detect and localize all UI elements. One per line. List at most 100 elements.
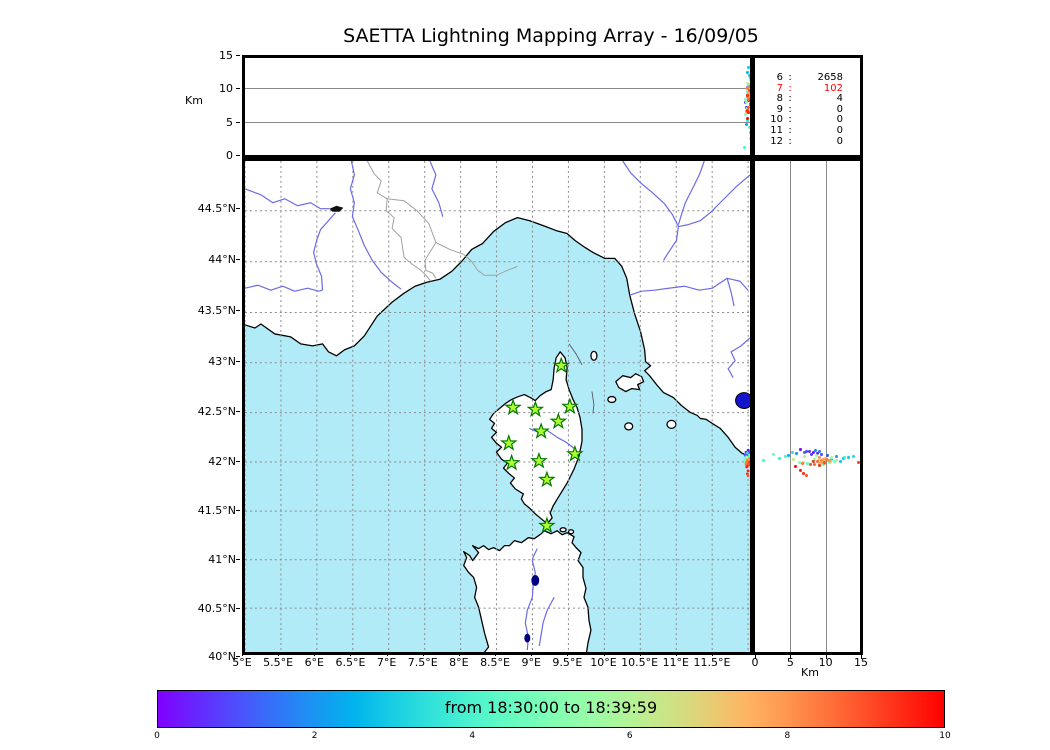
axis-tick (422, 652, 424, 656)
sea-line-marks (568, 343, 595, 414)
legend-value: 2658 (817, 72, 843, 83)
map-lon-tick: 11.5°E (693, 656, 731, 669)
flash-point-alt-lat (804, 473, 808, 477)
axis-tick (236, 55, 240, 56)
flash-point-alt-lon (744, 123, 748, 127)
axis-tick (236, 656, 240, 658)
flash-point-alt-lon (749, 102, 750, 105)
rivers (245, 161, 750, 651)
flash-point-alt-lat (843, 455, 847, 459)
station-star (552, 356, 571, 374)
station-star (561, 397, 579, 415)
map-lon-tick: 8°E (449, 656, 469, 669)
map-lon-tick: 5.5°E (263, 656, 294, 669)
right-altitude-gridline (790, 161, 792, 652)
axis-tick (236, 360, 240, 362)
altitude-gridline (245, 121, 750, 123)
flash-point-alt-lat (778, 456, 782, 460)
flash-point-alt-lat (799, 447, 803, 451)
legend-row: 11: 0 (755, 124, 860, 137)
map-gridlines (245, 161, 750, 652)
axis-tick (825, 655, 827, 659)
flash-point-alt-lon (746, 87, 750, 91)
map-lon-tick: 9°E (521, 656, 541, 669)
altitude-gridline (245, 88, 750, 90)
lake-serre-poncon (329, 205, 344, 212)
flash-point-alt-lon (743, 146, 747, 149)
map-lon-tick: 7°E (376, 656, 397, 669)
flash-point-alt-lat (772, 452, 776, 456)
top-panel-ylabel: Km (185, 94, 203, 107)
flash-point-alt-lat (811, 459, 815, 463)
station-star (526, 400, 545, 418)
flash-point-map (748, 463, 750, 467)
axis-tick (236, 121, 240, 123)
page-title: SAETTA Lightning Mapping Array - 16/09/0… (343, 25, 759, 47)
axis-tick (790, 655, 792, 659)
map-lat-tick: 40°N (208, 650, 236, 664)
flash-point-alt-lon (747, 111, 750, 115)
flash-point-alt-lat (762, 458, 766, 462)
legend-value: 4 (836, 93, 843, 105)
legend-value: 0 (836, 135, 843, 147)
legend-label: 11 (770, 124, 783, 136)
flash-point-alt-lat (826, 458, 830, 462)
map-lon-tick: 10°E (590, 656, 617, 669)
flash-point-alt-lat (830, 457, 834, 461)
flash-point-alt-lat (816, 459, 820, 463)
flash-point-alt-lat (799, 468, 803, 472)
flash-point-alt-lat (807, 449, 811, 453)
flash-point-alt-lat (834, 458, 838, 462)
flash-point-alt-lon (745, 116, 749, 120)
axis-tick (236, 510, 240, 512)
flash-point-alt-lat (816, 451, 820, 455)
right-panel-xtick: 15 (854, 656, 868, 669)
colorbar-tick: 4 (469, 731, 476, 741)
legend-row: 8: 4 (755, 94, 860, 105)
lake-omodeo (524, 633, 531, 643)
flash-point-alt-lon (744, 98, 748, 101)
legend-label: 8 (776, 93, 783, 105)
flash-point-alt-lon (744, 100, 748, 104)
station-star (538, 470, 556, 488)
flash-point-alt-lat (826, 453, 830, 457)
legend-label: 9 (776, 103, 783, 115)
axis-tick (278, 652, 280, 656)
flash-point-alt-lat (802, 450, 806, 454)
altitude-vs-latitude-panel (752, 158, 863, 655)
altitude-vs-longitude-panel (242, 55, 753, 158)
flash-point-alt-lat (814, 448, 818, 452)
legend-label: 6 (776, 72, 783, 83)
flash-point-alt-lat (822, 460, 826, 464)
right-altitude-gridline (825, 161, 827, 652)
axis-tick (236, 310, 240, 312)
flash-point-map (746, 448, 750, 452)
legend-value: 102 (823, 82, 843, 94)
flash-point-alt-lon (748, 99, 750, 103)
axis-tick (236, 208, 240, 209)
legend-colon: : (788, 135, 792, 147)
colorbar-label: from 18:30:00 to 18:39:59 (444, 698, 658, 717)
flash-point-alt-lat (847, 455, 851, 459)
station-star (532, 422, 550, 439)
flash-point-alt-lon (748, 78, 750, 81)
flash-point-alt-lat (819, 460, 823, 464)
station-star (538, 516, 556, 534)
map-svg (245, 161, 750, 652)
axis-tick (236, 607, 240, 609)
axis-tick (236, 559, 240, 561)
axis-tick (603, 652, 605, 656)
legend-row: 12: 0 (755, 135, 860, 148)
axis-tick (567, 652, 569, 656)
flash-point-alt-lat (857, 460, 860, 464)
flash-point-alt-lon (749, 91, 750, 95)
flash-point-alt-lat (804, 449, 808, 453)
flash-point-alt-lon (746, 108, 750, 112)
flash-point-alt-lon (746, 94, 750, 97)
lakes (329, 205, 750, 643)
flash-point-alt-lat (820, 458, 824, 462)
colorbar-tick: 8 (784, 731, 791, 741)
flash-point-alt-lon (747, 92, 750, 95)
flash-point-alt-lat (790, 450, 794, 454)
colorbar-tick: 10 (939, 731, 951, 741)
